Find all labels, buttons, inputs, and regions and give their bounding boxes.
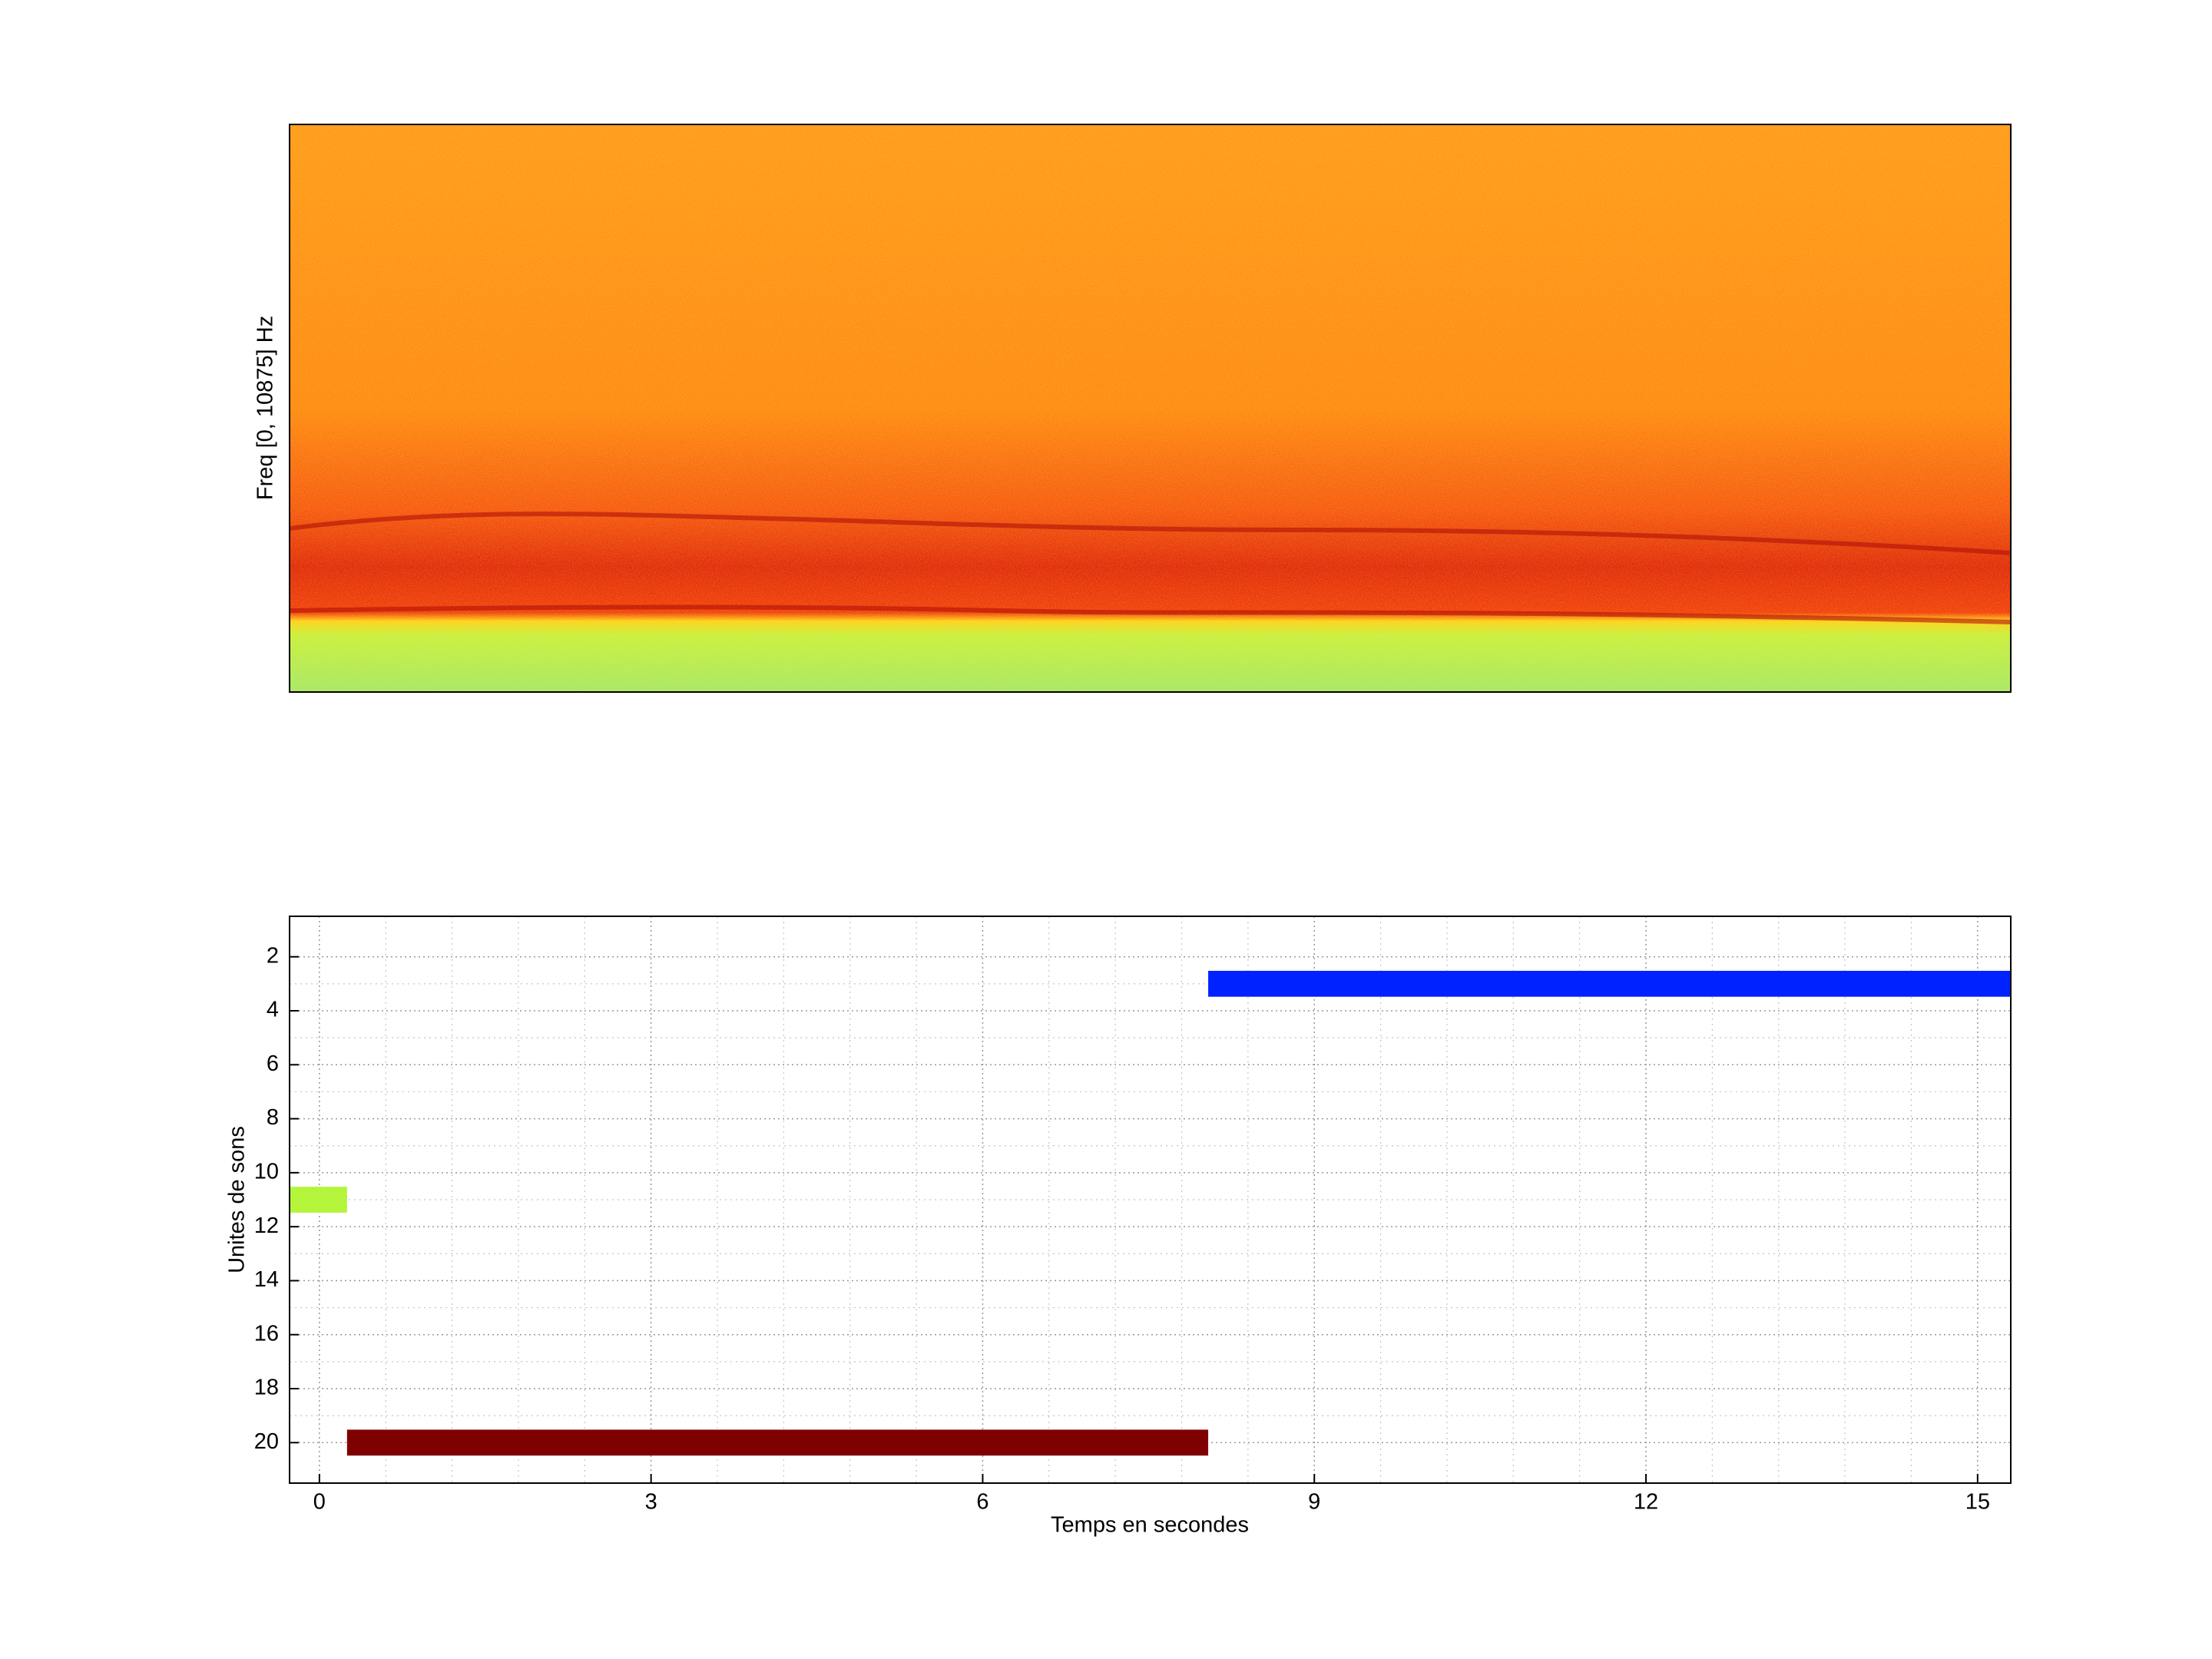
x-tick-label: 15 bbox=[1965, 1490, 1990, 1515]
y-tick-label: 20 bbox=[254, 1429, 279, 1454]
y-tick-label: 18 bbox=[254, 1376, 279, 1400]
y-tick-label: 12 bbox=[254, 1214, 279, 1238]
x-tick-label: 6 bbox=[976, 1490, 988, 1515]
x-tick-label: 9 bbox=[1308, 1490, 1320, 1515]
y-tick-label: 2 bbox=[267, 943, 279, 968]
y-tick-label: 6 bbox=[267, 1051, 279, 1076]
segment-bar bbox=[290, 1187, 347, 1213]
x-tick-label: 3 bbox=[645, 1490, 657, 1515]
y-axis-label: Unites de sons bbox=[225, 1126, 250, 1273]
harmonic bbox=[289, 604, 2012, 624]
spectrogram-texture bbox=[290, 124, 2011, 692]
y-tick-label: 8 bbox=[267, 1105, 279, 1130]
y-tick-label: 10 bbox=[254, 1160, 279, 1184]
segment-bar bbox=[1208, 970, 2011, 997]
x-tick-label: 12 bbox=[1634, 1490, 1658, 1515]
axes-frame bbox=[289, 916, 2012, 1484]
y-tick-label: 14 bbox=[254, 1267, 279, 1292]
y-tick-label: 16 bbox=[254, 1321, 279, 1346]
y-tick-label: 4 bbox=[267, 998, 279, 1022]
segment-bar bbox=[346, 1429, 1209, 1456]
y-axis-label: Freq [0, 10875] Hz bbox=[253, 316, 278, 500]
x-tick-label: 0 bbox=[313, 1490, 326, 1515]
spectrogram-panel: Freq [0, 10875] Hz bbox=[253, 124, 2012, 693]
x-axis-label: Temps en secondes bbox=[1051, 1513, 1249, 1538]
plot-layer bbox=[290, 916, 2011, 1483]
axes-frame bbox=[289, 124, 2012, 693]
harmonic bbox=[289, 512, 2012, 555]
